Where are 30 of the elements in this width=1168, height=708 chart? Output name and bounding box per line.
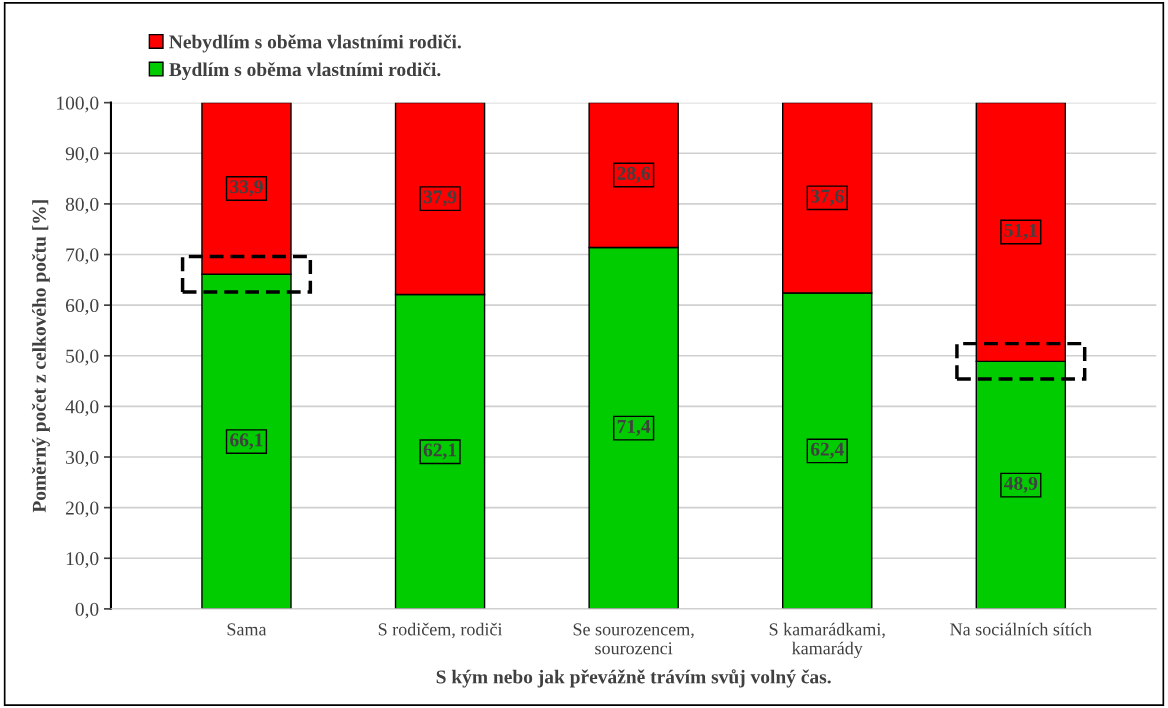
x-axis-title: S kým nebo jak převážně trávím svůj volný čas. <box>436 669 831 688</box>
y-axis-title: Poměrný počet z celkového počtu [%] <box>31 200 50 513</box>
legend-label: Bydlím s oběma vlastními rodiči. <box>169 62 441 81</box>
legend-label: Nebydlím s oběma vlastními rodiči. <box>169 34 461 53</box>
y-tick-label: 60,0 <box>65 298 99 315</box>
x-tick-label: Se sourozencem, sourozenci <box>573 623 694 655</box>
x-tick-label: Sama <box>227 623 267 636</box>
y-tick-label: 70,0 <box>66 248 99 265</box>
y-tick-label: 0,0 <box>75 602 99 619</box>
y-tick-label: 100,0 <box>57 96 99 113</box>
y-tick-label: 80,0 <box>65 197 99 214</box>
y-tick-label: 30,0 <box>66 450 99 467</box>
data-label: 37,9 <box>423 190 457 207</box>
data-label: 37,6 <box>810 189 844 206</box>
y-tick-label: 10,0 <box>66 552 99 568</box>
data-label: 28,6 <box>617 166 651 183</box>
x-tick-label: Na sociálních sítích <box>950 622 1092 636</box>
data-label: 33,9 <box>230 180 263 197</box>
x-tick-label: S kamarádkami, kamarády <box>769 622 885 659</box>
data-label: 71,4 <box>617 420 651 436</box>
x-tick-label: S rodičem, rodiči <box>378 622 503 639</box>
y-tick-label: 50,0 <box>66 349 99 366</box>
data-label: 66,1 <box>230 433 263 450</box>
data-label: 48,9 <box>1004 476 1038 493</box>
data-label: 62,1 <box>423 443 457 460</box>
data-label: 62,4 <box>810 442 844 459</box>
data-label: 51,1 <box>1004 223 1037 240</box>
y-tick-label: 20,0 <box>65 501 99 518</box>
y-tick-label: 40,0 <box>65 400 99 417</box>
y-tick-label: 90,0 <box>65 147 99 164</box>
